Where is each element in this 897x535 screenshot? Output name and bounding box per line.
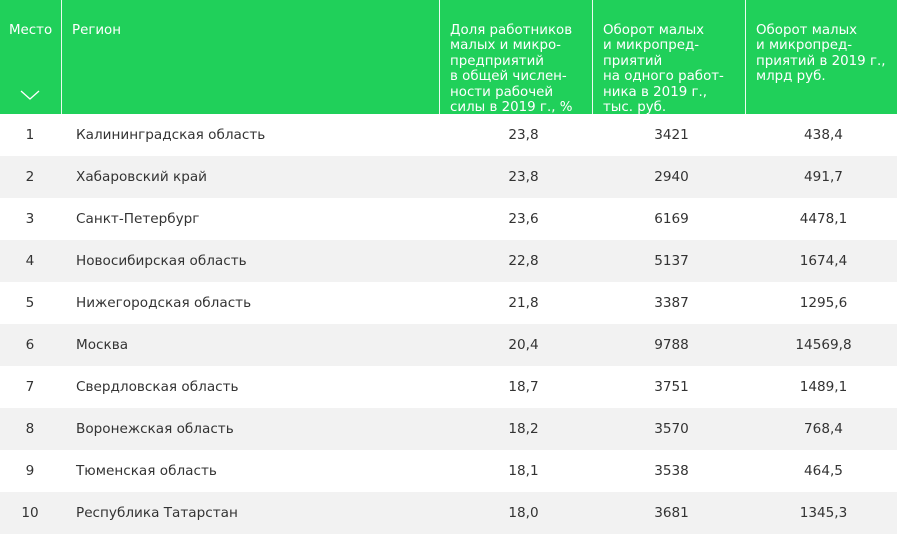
- cell-region: Санкт-Петербург: [76, 211, 200, 227]
- cell-per-worker: 3570: [654, 421, 689, 437]
- cell-per-worker: 3681: [654, 505, 689, 521]
- cell-total: 1674,4: [799, 253, 848, 269]
- table-row: 3 Санкт-Петербург 23,6 6169 4478,1: [0, 198, 897, 240]
- column-header-place[interactable]: Место: [0, 0, 62, 114]
- cell-region: Хабаровский край: [62, 156, 440, 198]
- table-row: 8 Воронежская область 18,2 3570 768,4: [0, 408, 897, 450]
- cell-place: 4: [25, 253, 35, 269]
- cell-total: 438,4: [804, 127, 843, 143]
- column-header-region[interactable]: Регион: [62, 0, 440, 114]
- cell-share: 18,1: [508, 463, 539, 479]
- cell-share: 23,6: [508, 211, 539, 227]
- column-header-share[interactable]: Доля работников малых и микро- предприят…: [440, 0, 593, 116]
- cell-place: 8: [25, 421, 35, 437]
- column-header-share-label: Доля работников малых и микро- предприят…: [450, 22, 573, 116]
- cell-place: 5: [25, 295, 35, 311]
- table-row: 9 Тюменская область 18,1 3538 464,5: [0, 450, 897, 492]
- chevron-down-icon[interactable]: [20, 90, 40, 100]
- cell-place: 9: [25, 463, 35, 479]
- cell-share: 23,8: [508, 127, 539, 143]
- cell-share: 23,8: [508, 169, 539, 185]
- cell-per-worker: 3421: [654, 127, 689, 143]
- column-header-turnover-total-label: Оборот малых и микропред- приятий в 2019…: [756, 22, 886, 85]
- cell-share: 21,8: [508, 295, 539, 311]
- cell-per-worker: 3538: [654, 463, 689, 479]
- cell-place: 2: [25, 169, 35, 185]
- table-row: 1 Калининградская область 23,8 3421 438,…: [0, 114, 897, 156]
- cell-region: Республика Татарстан: [62, 492, 440, 534]
- cell-total: 1489,1: [799, 379, 848, 395]
- cell-per-worker: 6169: [654, 211, 689, 227]
- cell-region: Нижегородская область: [76, 295, 252, 311]
- column-header-turnover-per-worker[interactable]: Оборот малых и микропред- приятий на одн…: [593, 0, 746, 116]
- cell-region: Калининградская область: [76, 127, 266, 143]
- cell-total: 1345,3: [799, 505, 848, 521]
- cell-per-worker: 5137: [654, 253, 689, 269]
- column-header-turnover-total[interactable]: Оборот малых и микропред- приятий в 2019…: [746, 0, 897, 114]
- cell-region: Тюменская область: [76, 463, 217, 479]
- column-header-region-label: Регион: [72, 22, 121, 38]
- cell-place: 7: [25, 379, 35, 395]
- table-row: 6 Москва 20,4 9788 14569,8: [0, 324, 897, 366]
- table-row: 10 Республика Татарстан 18,0 3681 1345,3: [0, 492, 897, 534]
- table-row: 2 Хабаровский край 23,8 2940 491,7: [0, 156, 897, 198]
- table-row: 5 Нижегородская область 21,8 3387 1295,6: [0, 282, 897, 324]
- cell-place: 1: [25, 127, 35, 143]
- cell-total: 14569,8: [795, 337, 852, 353]
- cell-share: 18,2: [508, 421, 539, 437]
- cell-place: 3: [25, 211, 35, 227]
- cell-share: 20,4: [508, 337, 539, 353]
- cell-share: 22,8: [508, 253, 539, 269]
- cell-region: Москва: [62, 324, 440, 366]
- table-header: Место Регион Доля работников малых и мик…: [0, 0, 897, 116]
- cell-region: Воронежская область: [62, 408, 440, 450]
- cell-per-worker: 3751: [654, 379, 689, 395]
- cell-per-worker: 9788: [654, 337, 689, 353]
- cell-total: 1295,6: [799, 295, 848, 311]
- cell-place: 6: [25, 337, 35, 353]
- cell-total: 768,4: [804, 421, 843, 437]
- cell-share: 18,7: [508, 379, 539, 395]
- column-header-place-label: Место: [9, 22, 53, 38]
- cell-region: Свердловская область: [76, 379, 239, 395]
- table-row: 7 Свердловская область 18,7 3751 1489,1: [0, 366, 897, 408]
- cell-share: 18,0: [508, 505, 539, 521]
- table-body: 1 Калининградская область 23,8 3421 438,…: [0, 114, 897, 534]
- cell-total: 491,7: [804, 169, 843, 185]
- column-header-turnover-per-worker-label: Оборот малых и микропред- приятий на одн…: [603, 22, 724, 116]
- cell-total: 4478,1: [799, 211, 848, 227]
- cell-total: 464,5: [804, 463, 843, 479]
- cell-region: Новосибирская область: [62, 240, 440, 282]
- cell-place: 10: [21, 505, 39, 521]
- cell-per-worker: 3387: [654, 295, 689, 311]
- cell-per-worker: 2940: [654, 169, 689, 185]
- table-row: 4 Новосибирская область 22,8 5137 1674,4: [0, 240, 897, 282]
